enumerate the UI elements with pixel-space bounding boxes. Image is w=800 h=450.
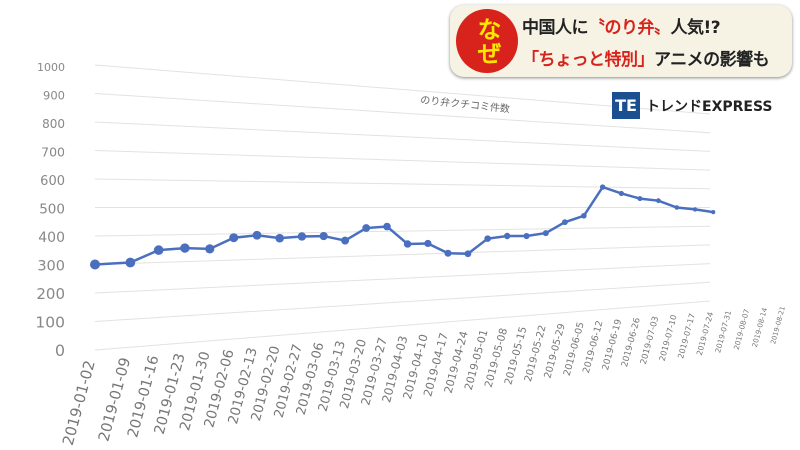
data-point xyxy=(383,222,391,231)
gridline xyxy=(94,300,711,351)
gridline xyxy=(94,64,711,115)
data-point xyxy=(319,231,328,241)
y-tick-label: 1000 xyxy=(37,61,65,74)
logo-text: トレンドEXPRESS xyxy=(646,98,773,115)
data-point xyxy=(180,243,190,253)
headline-text: アニメの影響も xyxy=(654,50,770,70)
gridline xyxy=(94,263,711,294)
headline-line2: 「ちょっと特別」アニメの影響も xyxy=(522,45,786,70)
gridline xyxy=(94,281,711,322)
data-point xyxy=(362,224,371,232)
gridline xyxy=(94,150,711,171)
data-point xyxy=(523,232,530,240)
data-point xyxy=(229,233,239,243)
y-tick-label: 900 xyxy=(43,89,65,103)
naze-badge: なぜ xyxy=(456,9,518,73)
data-point xyxy=(618,190,624,197)
chart-title: のり弁クチコミ件数 xyxy=(420,93,511,115)
x-tick-label: 2019-08-07 xyxy=(732,308,752,351)
data-point xyxy=(674,205,680,210)
data-point xyxy=(561,219,568,226)
logo-mark: TE xyxy=(612,92,640,119)
gridline xyxy=(94,93,711,134)
y-tick-label: 500 xyxy=(39,202,65,218)
headline-highlight: 〝のり弁〟 xyxy=(588,18,671,38)
data-point xyxy=(205,244,215,254)
data-point xyxy=(637,196,643,202)
data-point xyxy=(403,240,412,248)
data-point xyxy=(711,210,716,215)
x-tick-label: 2019-08-21 xyxy=(769,305,787,345)
data-point xyxy=(503,232,511,240)
data-point xyxy=(464,250,472,258)
data-point xyxy=(444,249,452,257)
gridline xyxy=(94,121,711,152)
data-point xyxy=(692,207,698,212)
headline-text: 中国人に xyxy=(522,18,589,38)
gridline xyxy=(94,178,711,190)
y-tick-label: 800 xyxy=(42,117,65,131)
data-point xyxy=(424,239,432,248)
series-line xyxy=(94,185,714,266)
x-tick-label: 2019-07-31 xyxy=(713,309,733,354)
gridline xyxy=(94,225,711,237)
data-point xyxy=(341,236,350,245)
data-point xyxy=(125,257,136,268)
headline-text: 人気!? xyxy=(670,18,721,38)
x-tick-label: 2019-07-17 xyxy=(676,312,697,359)
y-tick-label: 300 xyxy=(37,259,65,275)
data-point xyxy=(275,233,284,243)
y-tick-label: 100 xyxy=(35,314,65,332)
headline-line1: 中国人に〝のり弁〟人気!? xyxy=(522,13,786,38)
y-tick-label: 700 xyxy=(41,145,65,160)
data-point xyxy=(599,184,606,190)
program-logo: TE トレンドEXPRESS xyxy=(612,92,773,119)
data-point xyxy=(484,235,491,242)
data-point xyxy=(656,198,661,204)
x-tick-label: 2019-01-02 xyxy=(59,358,99,447)
data-point xyxy=(581,212,587,219)
y-tick-label: 200 xyxy=(36,285,65,303)
x-tick-label: 2019-07-24 xyxy=(695,311,715,357)
headline-banner: なぜ 中国人に〝のり弁〟人気!? 「ちょっと特別」アニメの影響も xyxy=(450,5,792,77)
headline-highlight: 「ちょっと特別」 xyxy=(522,50,655,70)
data-point xyxy=(297,232,307,241)
x-tick-label: 2019-08-14 xyxy=(751,306,769,348)
y-tick-label: 400 xyxy=(38,230,65,246)
data-point xyxy=(252,230,262,240)
data-point xyxy=(153,245,164,255)
gridline xyxy=(94,244,711,265)
data-point xyxy=(542,230,549,237)
y-tick-label: 600 xyxy=(40,174,65,189)
y-tick-label: 0 xyxy=(55,341,65,360)
data-point xyxy=(90,259,100,270)
